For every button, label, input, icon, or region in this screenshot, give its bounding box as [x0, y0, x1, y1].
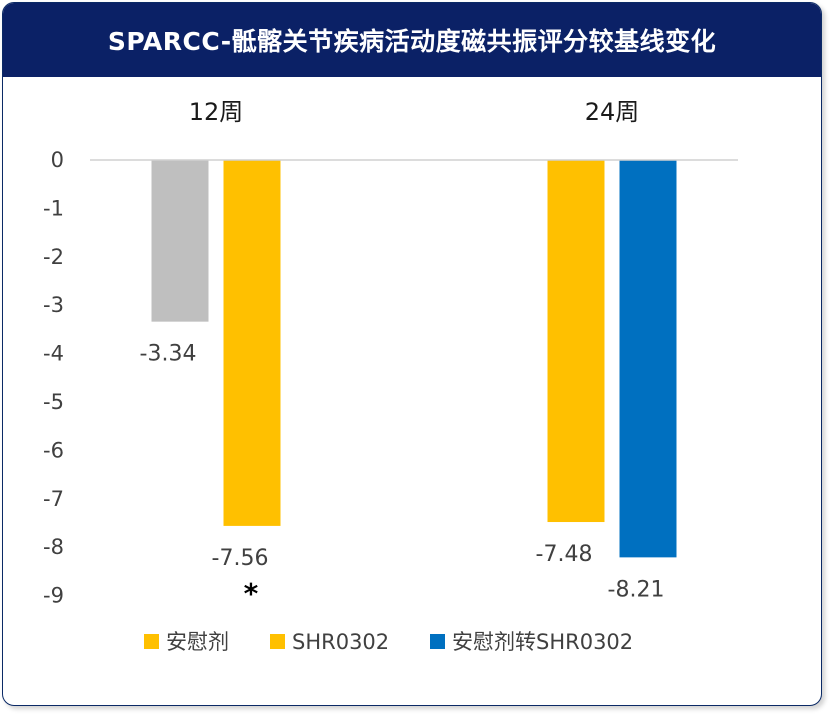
bar-value-label: -8.21 [608, 577, 665, 602]
legend-label: SHR0302 [292, 630, 389, 654]
category-label: 24周 [585, 98, 640, 126]
bar-value-label: -7.48 [536, 542, 593, 567]
legend-swatch [144, 634, 159, 649]
chart-card: SPARCC-骶髂关节疾病活动度磁共振评分较基线变化 [2, 2, 822, 706]
y-tick-label: -8 [43, 535, 64, 559]
y-tick-label: -7 [43, 487, 64, 511]
bar [619, 160, 677, 558]
y-tick-label: 0 [51, 148, 64, 172]
y-tick-label: -2 [43, 245, 64, 269]
legend-swatch [270, 634, 285, 649]
bar-value-label: -3.34 [140, 342, 197, 367]
y-tick-label: -9 [43, 584, 64, 608]
y-tick-label: -4 [43, 342, 64, 366]
y-tick-label: -6 [43, 438, 64, 462]
legend-swatch [430, 634, 445, 649]
bar [547, 160, 605, 523]
significance-marker: * [244, 577, 259, 610]
legend-label: 安慰剂转SHR0302 [452, 630, 633, 654]
bar [151, 160, 209, 322]
bar-value-label: -7.56 [212, 546, 269, 571]
category-label: 12周 [189, 98, 244, 126]
bar [223, 160, 281, 526]
y-tick-label: -1 [43, 196, 64, 220]
chart-title: SPARCC-骶髂关节疾病活动度磁共振评分较基线变化 [3, 3, 821, 77]
y-tick-label: -5 [43, 390, 64, 414]
y-tick-label: -3 [43, 293, 64, 317]
legend-label: 安慰剂 [166, 630, 229, 654]
